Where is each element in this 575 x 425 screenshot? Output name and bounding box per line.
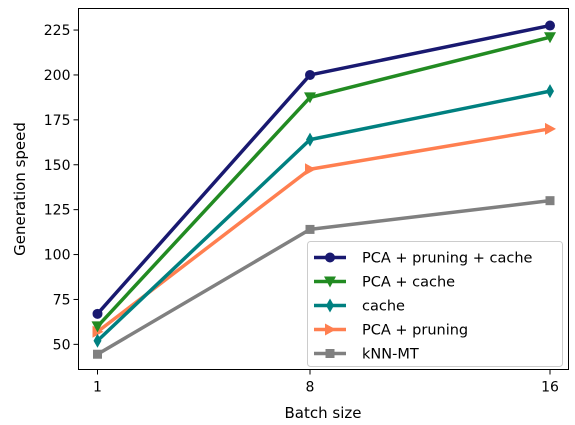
legend-item-knn-mt: kNN-MT	[314, 347, 419, 363]
y-tick-label: 75	[53, 292, 71, 308]
legend-label: PCA + cache	[362, 275, 455, 291]
data-point-pca-pruning-cache	[545, 20, 555, 31]
data-point-pca-pruning-cache	[92, 308, 103, 319]
data-point-pca-cache	[91, 321, 104, 333]
x-tick-label: 16	[541, 380, 559, 396]
legend-item-cache: cache	[314, 298, 405, 315]
legend-box	[307, 241, 563, 367]
series-cache	[93, 84, 554, 348]
plot-lines	[91, 20, 556, 359]
data-point-pca-pruning	[545, 122, 556, 135]
axis-ticks: 50 75 100 125 150 175 200 225 1 8 16	[44, 23, 559, 395]
legend-marker	[325, 252, 335, 263]
legend-item-pca-pruning: PCA + pruning	[314, 323, 468, 339]
legend-item-pca-cache: PCA + cache	[314, 275, 455, 291]
series-knn-mt	[93, 196, 555, 359]
y-tick-label: 225	[44, 23, 71, 39]
legend-item-pca-pruning-cache: PCA + pruning + cache	[314, 251, 533, 267]
data-point-knn-mt	[93, 349, 102, 359]
legend-marker	[325, 349, 335, 358]
data-point-pca-pruning-cache	[305, 69, 315, 80]
legend: PCA + pruning + cache PCA + cache cache PCA…	[307, 241, 563, 367]
data-point-knn-mt	[305, 224, 315, 234]
data-point-pca-pruning	[305, 163, 316, 176]
legend-marker	[326, 298, 334, 313]
legend-label: cache	[362, 299, 405, 315]
data-point-knn-mt	[545, 196, 555, 206]
data-point-pca-pruning	[92, 325, 104, 338]
y-tick-label: 150	[44, 158, 71, 174]
legend-marker	[325, 323, 336, 336]
legend-marker	[324, 276, 336, 288]
data-point-pca-cache	[304, 92, 316, 104]
y-tick-label: 175	[44, 113, 71, 129]
x-tick-label: 8	[306, 380, 315, 396]
y-tick-label: 200	[44, 68, 71, 84]
data-point-cache	[546, 84, 554, 99]
x-tick-label: 1	[93, 380, 102, 396]
legend-label: PCA + pruning	[362, 323, 468, 339]
y-axis-label: Generation speed	[11, 122, 29, 256]
series-pca-cache	[91, 32, 556, 333]
legend-label: PCA + pruning + cache	[362, 251, 533, 267]
y-tick-label: 125	[44, 203, 71, 219]
y-tick-label: 100	[44, 248, 71, 264]
plot-frame	[78, 8, 569, 370]
data-point-cache	[306, 132, 314, 147]
data-point-cache	[93, 333, 102, 348]
data-point-pca-cache	[544, 32, 556, 44]
series-pca-pruning	[92, 122, 556, 338]
series-pca-pruning-cache	[92, 20, 555, 319]
x-axis-label: Batch size	[285, 404, 362, 422]
legend-label: kNN-MT	[362, 347, 419, 363]
y-tick-label: 50	[53, 337, 71, 353]
